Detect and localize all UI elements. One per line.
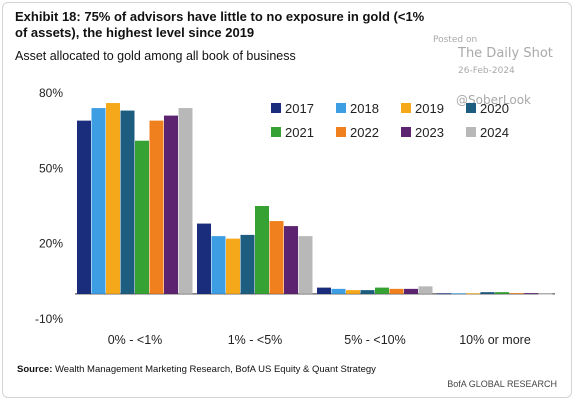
bar-2023 xyxy=(164,115,178,294)
bar-2021 xyxy=(135,140,149,294)
bar-2017 xyxy=(77,120,91,294)
bar-2020 xyxy=(480,292,495,294)
category-label: 0% - <1% xyxy=(108,333,163,347)
bar-2024 xyxy=(418,286,433,294)
bar-2019 xyxy=(466,293,480,295)
bar-2019 xyxy=(106,103,120,294)
legend-label-2023: 2023 xyxy=(415,125,444,140)
bar-2024 xyxy=(178,108,193,294)
bar-2023 xyxy=(524,293,538,294)
y-tick-label: 20% xyxy=(39,237,63,251)
bar-2024 xyxy=(298,236,313,294)
bar-2019 xyxy=(226,238,240,294)
legend-label-2021: 2021 xyxy=(285,125,314,140)
category-label: 1% - <5% xyxy=(228,333,283,347)
legend-label-2017: 2017 xyxy=(285,101,314,116)
legend-swatch-2019 xyxy=(401,103,411,113)
bar-2023 xyxy=(404,288,418,294)
watermark-name: The Daily Shot xyxy=(458,46,553,61)
bar-2018 xyxy=(451,293,466,295)
legend-label-2018: 2018 xyxy=(350,101,379,116)
bar-2024 xyxy=(538,293,553,295)
bar-2022 xyxy=(269,221,284,294)
legend-label-2024: 2024 xyxy=(480,125,509,140)
legend-swatch-2020 xyxy=(466,103,476,113)
bar-2017 xyxy=(317,287,331,294)
legend-label-2020: 2020 xyxy=(480,101,509,116)
bar-2023 xyxy=(284,226,298,294)
watermark-date: 26-Feb-2024 xyxy=(458,66,515,76)
legend-swatch-2023 xyxy=(401,127,411,137)
legend-swatch-2024 xyxy=(466,127,476,137)
legend-label-2022: 2022 xyxy=(350,125,379,140)
bar-2017 xyxy=(437,293,451,295)
legend-swatch-2017 xyxy=(271,103,281,113)
y-tick-label: 50% xyxy=(39,161,63,175)
source-text: Wealth Management Marketing Research, Bo… xyxy=(52,364,376,375)
bar-2022 xyxy=(509,293,524,294)
bar-2018 xyxy=(331,288,346,294)
y-tick-label: -10% xyxy=(35,312,63,326)
bar-2020 xyxy=(120,110,135,294)
bar-2017 xyxy=(197,223,211,294)
legend-swatch-2022 xyxy=(336,127,346,137)
bar-2022 xyxy=(389,288,404,294)
bar-2022 xyxy=(149,120,164,294)
bar-2018 xyxy=(211,236,226,294)
bar-2018 xyxy=(91,108,106,294)
category-label: 5% - <10% xyxy=(344,333,406,347)
bar-2019 xyxy=(346,290,360,294)
chart-title: Exhibit 18: 75% of advisors have little … xyxy=(15,9,425,40)
bar-2021 xyxy=(495,292,509,294)
bar-2020 xyxy=(360,290,375,294)
y-tick-label: 80% xyxy=(39,86,63,100)
footer-brand: BofA GLOBAL RESEARCH xyxy=(447,379,557,389)
bar-2021 xyxy=(255,206,269,294)
bar-2020 xyxy=(240,234,255,294)
source-note: Source: Wealth Management Marketing Rese… xyxy=(17,364,376,375)
chart-subtitle: Asset allocated to gold among all book o… xyxy=(15,49,296,63)
category-label: 10% or more xyxy=(459,333,531,347)
bar-chart: 80% 50% 20% -10% 0% - <1% 1% - <5% 5% - <10% 10… xyxy=(35,86,555,347)
legend-swatch-2018 xyxy=(336,103,346,113)
bar-2021 xyxy=(375,287,389,294)
legend-swatch-2021 xyxy=(271,127,281,137)
watermark-posted: Posted on xyxy=(433,35,478,45)
legend-label-2019: 2019 xyxy=(415,101,444,116)
source-label: Source: xyxy=(17,364,53,375)
